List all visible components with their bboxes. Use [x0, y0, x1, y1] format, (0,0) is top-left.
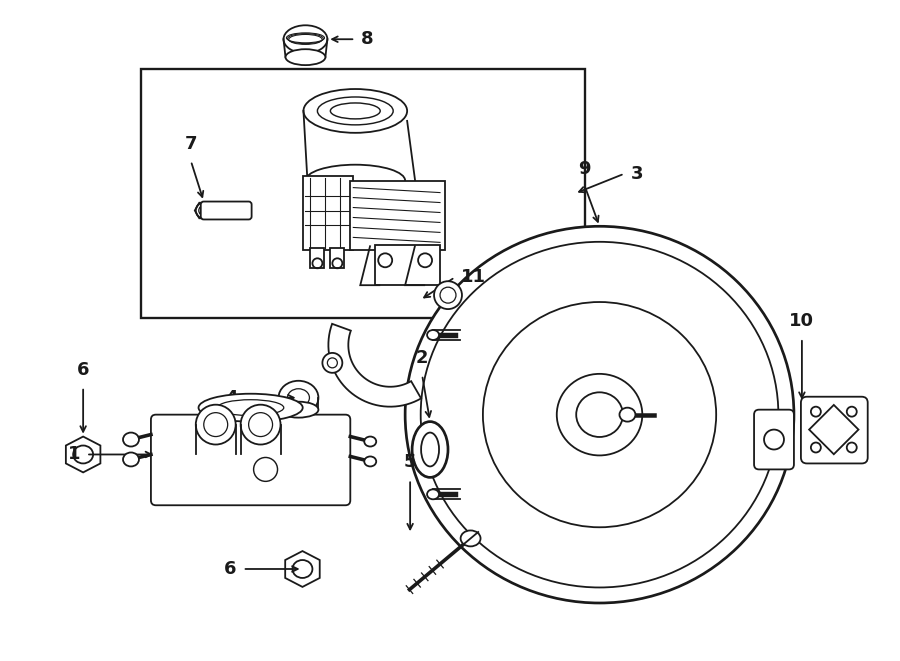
Text: 5: 5 — [404, 453, 417, 471]
Ellipse shape — [240, 405, 281, 444]
Ellipse shape — [123, 453, 139, 467]
Ellipse shape — [284, 25, 328, 53]
Bar — [141, 69, 585, 318]
Ellipse shape — [123, 432, 139, 447]
Text: 2: 2 — [416, 349, 428, 367]
FancyBboxPatch shape — [151, 414, 350, 505]
Text: 3: 3 — [630, 165, 643, 182]
Ellipse shape — [428, 489, 439, 499]
Ellipse shape — [461, 530, 481, 547]
Text: 6: 6 — [76, 361, 89, 379]
Bar — [375, 245, 440, 285]
Ellipse shape — [254, 457, 277, 481]
Bar — [330, 249, 345, 268]
Text: 4: 4 — [225, 389, 238, 407]
FancyBboxPatch shape — [201, 202, 252, 219]
Text: 10: 10 — [789, 312, 814, 330]
Text: 7: 7 — [184, 135, 197, 153]
Ellipse shape — [305, 165, 405, 196]
Text: 8: 8 — [361, 30, 374, 48]
Polygon shape — [328, 324, 421, 407]
Ellipse shape — [322, 353, 342, 373]
Ellipse shape — [412, 422, 448, 477]
Ellipse shape — [199, 394, 302, 422]
Ellipse shape — [285, 49, 326, 65]
Text: 11: 11 — [461, 268, 486, 286]
Ellipse shape — [405, 226, 794, 603]
Bar — [303, 176, 354, 251]
Bar — [310, 249, 324, 268]
Ellipse shape — [196, 405, 236, 444]
Ellipse shape — [428, 330, 439, 340]
FancyBboxPatch shape — [754, 410, 794, 469]
Ellipse shape — [619, 408, 635, 422]
Text: 6: 6 — [224, 560, 237, 578]
Bar — [350, 180, 445, 251]
Ellipse shape — [364, 436, 376, 447]
Ellipse shape — [303, 89, 407, 133]
Ellipse shape — [278, 381, 319, 414]
Text: 1: 1 — [68, 446, 80, 463]
Ellipse shape — [434, 281, 462, 309]
Ellipse shape — [364, 457, 376, 467]
Text: 9: 9 — [579, 160, 590, 178]
Ellipse shape — [278, 402, 319, 418]
Ellipse shape — [196, 202, 211, 219]
FancyBboxPatch shape — [801, 397, 868, 463]
